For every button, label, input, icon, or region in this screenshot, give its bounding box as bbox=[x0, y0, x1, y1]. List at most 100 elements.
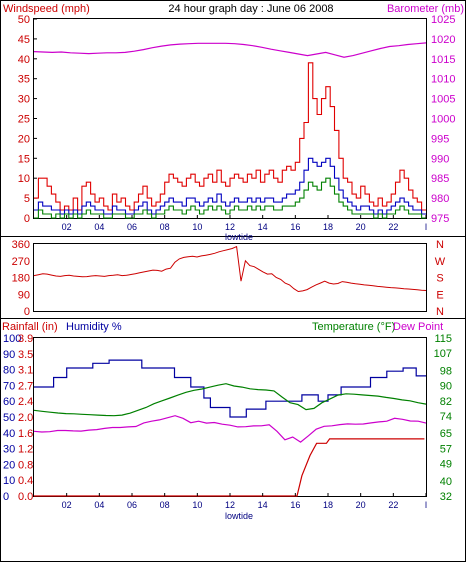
temp-x-tick-label: 18 bbox=[323, 500, 333, 510]
barometer-tick-label: 1000 bbox=[431, 114, 455, 126]
rainfall-axis-title: Rainfall (in) bbox=[2, 321, 58, 333]
temperature-tick-label: 74 bbox=[440, 411, 452, 423]
humidity-series bbox=[34, 359, 426, 418]
temperature-axis-title: Temperature (°F) bbox=[312, 321, 395, 333]
temp-x-tick-label: 14 bbox=[258, 500, 268, 510]
windspeed-tick-label: 20 bbox=[18, 133, 30, 145]
wind-avg-series bbox=[34, 157, 426, 215]
humidity-tick-label: 70 bbox=[3, 380, 15, 392]
compass-label: E bbox=[436, 289, 443, 301]
wind-x-tick-label: 10 bbox=[192, 222, 202, 232]
chart-marks: 0510152025303540455097598098599099510001… bbox=[3, 14, 455, 510]
humidity-tick-label: 90 bbox=[3, 349, 15, 361]
rainfall-tick-label: 2.7 bbox=[18, 380, 33, 392]
windspeed-tick-label: 35 bbox=[18, 74, 30, 86]
barometer-tick-label: 990 bbox=[431, 153, 449, 165]
wind-x-tick-label: l bbox=[425, 222, 427, 232]
dewpoint-axis-title: Dew Point bbox=[393, 321, 443, 333]
barometer-axis-title: Barometer (mb) bbox=[387, 3, 464, 15]
temperature-tick-label: 98 bbox=[440, 365, 452, 377]
humidity-tick-label: 10 bbox=[3, 475, 15, 487]
humidity-axis-title: Humidity % bbox=[66, 321, 122, 333]
direction-tick-label: 180 bbox=[12, 273, 30, 285]
rainfall-tick-label: 3.1 bbox=[18, 365, 33, 377]
chart-title: 24 hour graph day : June 06 2008 bbox=[168, 3, 333, 15]
temp-x-tick-label: 02 bbox=[62, 500, 72, 510]
barometer-tick-label: 985 bbox=[431, 173, 449, 185]
temperature-tick-label: 82 bbox=[440, 396, 452, 408]
temp-x-tick-label: 08 bbox=[160, 500, 170, 510]
wind-plot-area bbox=[33, 18, 427, 219]
barometer-tick-label: 1005 bbox=[431, 94, 455, 106]
temp-x-tick-label: 06 bbox=[127, 500, 137, 510]
windspeed-tick-label: 25 bbox=[18, 114, 30, 126]
dewpoint-series bbox=[33, 415, 427, 443]
barometer-tick-label: 1010 bbox=[431, 74, 455, 86]
wind-x-tick-label: 16 bbox=[290, 222, 300, 232]
temp-x-tick-label: 10 bbox=[192, 500, 202, 510]
wind-x-tick-label: 08 bbox=[160, 222, 170, 232]
direction-plot-area bbox=[33, 243, 427, 312]
rainfall-tick-label: 3.5 bbox=[18, 349, 33, 361]
windspeed-tick-label: 5 bbox=[24, 193, 30, 205]
temp-x-tick-label: 12 bbox=[225, 500, 235, 510]
temperature-tick-label: 32 bbox=[440, 491, 452, 503]
rainfall-tick-label: 1.6 bbox=[18, 428, 33, 440]
windspeed-tick-label: 50 bbox=[18, 14, 30, 26]
rainfall-tick-label: 3.9 bbox=[18, 333, 33, 345]
wind-x-tick-label: 04 bbox=[94, 222, 104, 232]
direction-tick-label: 90 bbox=[18, 289, 30, 301]
windspeed-tick-label: 0 bbox=[24, 213, 30, 225]
x-caption-wind: lowtide bbox=[225, 232, 253, 242]
x-caption-temp: lowtide bbox=[225, 511, 253, 521]
compass-label: S bbox=[436, 273, 443, 285]
barometer-tick-label: 975 bbox=[431, 213, 449, 225]
wind-x-tick-label: 14 bbox=[258, 222, 268, 232]
temperature-series bbox=[33, 383, 427, 417]
rainfall-tick-label: 0.8 bbox=[18, 459, 33, 471]
compass-label: N bbox=[436, 239, 444, 251]
temperature-tick-label: 40 bbox=[440, 476, 452, 488]
direction-tick-label: 360 bbox=[12, 239, 30, 251]
wind-x-tick-label: 22 bbox=[388, 222, 398, 232]
humidity-tick-label: 0 bbox=[3, 491, 9, 503]
humidity-tick-label: 30 bbox=[3, 444, 15, 456]
humidity-tick-label: 40 bbox=[3, 428, 15, 440]
temp-x-tick-label: 22 bbox=[388, 500, 398, 510]
humidity-tick-label: 60 bbox=[3, 396, 15, 408]
barometer-tick-label: 995 bbox=[431, 133, 449, 145]
windspeed-axis-title: Windspeed (mph) bbox=[3, 3, 90, 15]
windspeed-tick-label: 10 bbox=[18, 173, 30, 185]
barometer-tick-label: 1020 bbox=[431, 34, 455, 46]
wind-x-tick-label: 06 bbox=[127, 222, 137, 232]
barometer-series bbox=[33, 42, 427, 58]
temperature-tick-label: 90 bbox=[440, 381, 452, 393]
rainfall-tick-label: 2.4 bbox=[18, 396, 33, 408]
rainfall-tick-label: 0.4 bbox=[18, 475, 33, 487]
barometer-tick-label: 1025 bbox=[431, 14, 455, 26]
wind-x-tick-label: 12 bbox=[225, 222, 235, 232]
direction-tick-label: 0 bbox=[24, 306, 30, 318]
wind-x-tick-label: 02 bbox=[62, 222, 72, 232]
humidity-tick-label: 20 bbox=[3, 459, 15, 471]
temperature-tick-label: 65 bbox=[440, 428, 452, 440]
temp-x-tick-label: 20 bbox=[356, 500, 366, 510]
temperature-tick-label: 57 bbox=[440, 443, 452, 455]
humidity-tick-label: 80 bbox=[3, 365, 15, 377]
wind-direction-series bbox=[33, 245, 427, 293]
rainfall-series bbox=[34, 438, 425, 497]
temperature-tick-label: 49 bbox=[440, 459, 452, 471]
humidity-tick-label: 50 bbox=[3, 412, 15, 424]
barometer-tick-label: 980 bbox=[431, 193, 449, 205]
windspeed-tick-label: 45 bbox=[18, 34, 30, 46]
temperature-tick-label: 115 bbox=[434, 333, 452, 345]
temperature-tick-label: 107 bbox=[434, 348, 452, 360]
wind-x-tick-label: 18 bbox=[323, 222, 333, 232]
barometer-tick-label: 1015 bbox=[431, 54, 455, 66]
temp-x-tick-label: 04 bbox=[94, 500, 104, 510]
windspeed-tick-label: 15 bbox=[18, 153, 30, 165]
rainfall-tick-label: 2.0 bbox=[18, 412, 33, 424]
temp-x-tick-label: l bbox=[425, 500, 427, 510]
